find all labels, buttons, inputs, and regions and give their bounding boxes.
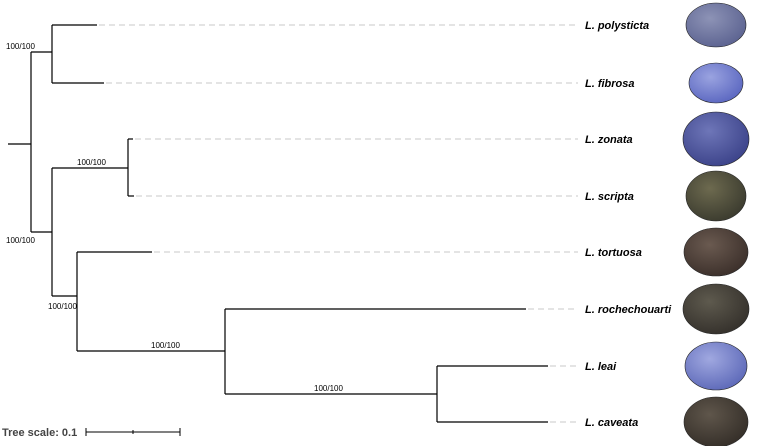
shell-image [685,2,747,48]
shell-image [688,62,744,104]
taxon-label: L. fibrosa [585,78,635,90]
shell-image [683,227,749,277]
taxon-label: L. leai [585,361,617,373]
support-value: 100/100 [48,302,77,311]
shell-image [682,111,750,167]
tree-scale-label: Tree scale: 0.1 [2,427,77,439]
shell-image [683,396,749,446]
support-value: 100/100 [314,384,343,393]
shell-image [682,283,750,335]
support-value: 100/100 [77,158,106,167]
shell-images [682,2,750,446]
taxon-label: L. polysticta [585,20,649,32]
support-value: 100/100 [151,341,180,350]
taxon-label: L. scripta [585,191,634,203]
shell-image [684,341,748,391]
taxon-label: L. tortuosa [585,247,642,259]
support-value: 100/100 [6,42,35,51]
taxon-label: L. rochechouarti [585,304,672,316]
support-value: 100/100 [6,236,35,245]
taxon-label: L. caveata [585,417,638,429]
shell-image [685,170,747,222]
taxon-label: L. zonata [585,134,633,146]
